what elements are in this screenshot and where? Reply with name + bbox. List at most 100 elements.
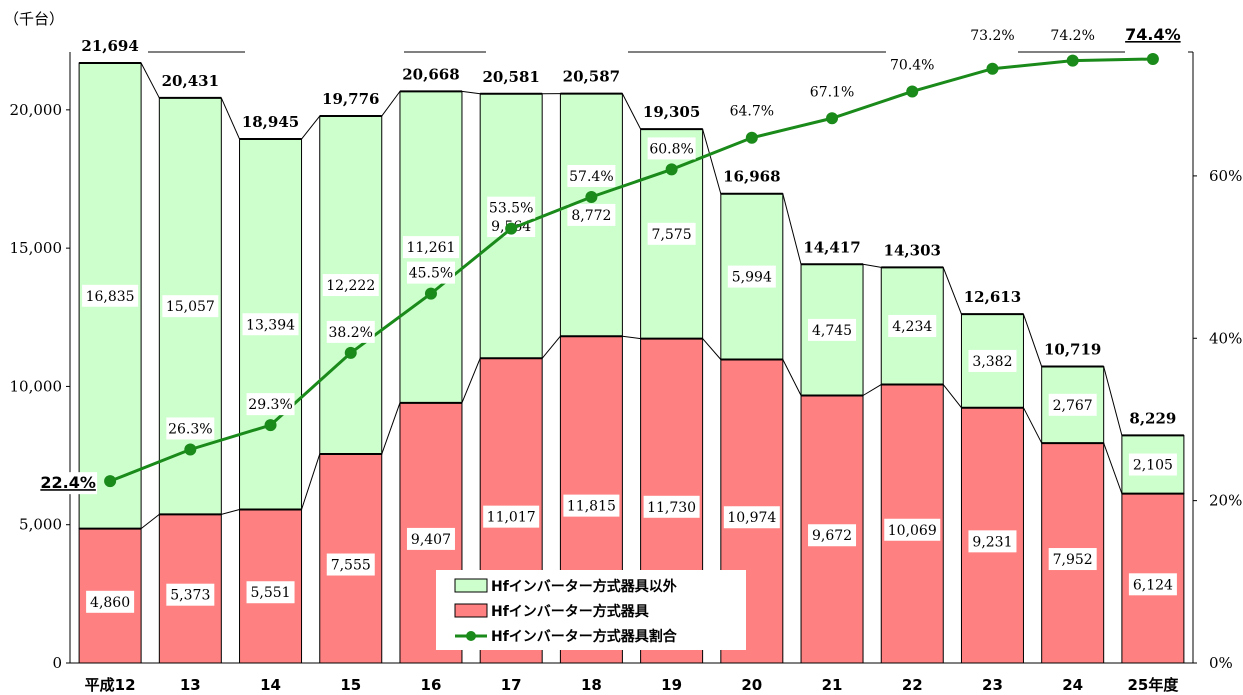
legend-swatch-inverter xyxy=(454,603,488,618)
other-value-label: 12,222 xyxy=(326,278,375,294)
inverter-value-label-box xyxy=(326,553,375,576)
x-tick-label: 25年度 xyxy=(1127,676,1179,694)
y-left-tick-label: 10,000 xyxy=(10,377,63,395)
other-value-label: 4,234 xyxy=(892,319,932,335)
ratio-marker xyxy=(264,419,277,432)
series-connector xyxy=(541,335,561,359)
series-connector xyxy=(782,359,802,396)
ratio-label-box xyxy=(1048,24,1097,46)
ratio-label-box xyxy=(1123,24,1182,46)
ratio-label-box xyxy=(727,99,776,122)
ratio-label: 74.4% xyxy=(1125,25,1181,44)
ratio-marker xyxy=(826,112,839,125)
total-connector xyxy=(862,263,882,268)
unit-label: （千台） xyxy=(4,10,64,28)
other-value-label-box xyxy=(968,349,1017,372)
y-left-tick-label: 0 xyxy=(52,654,62,672)
ratio-label: 64.7% xyxy=(730,104,774,120)
total-connector xyxy=(1103,366,1123,436)
other-value-label: 3,382 xyxy=(972,354,1012,370)
total-connector xyxy=(1022,313,1043,367)
total-label: 21,694 xyxy=(81,37,138,55)
ratio-marker xyxy=(585,191,598,204)
ratio-label: 45.5% xyxy=(409,266,453,282)
inverter-value-label-box xyxy=(86,590,135,613)
total-connector xyxy=(621,93,642,130)
ratio-marker xyxy=(1146,53,1159,65)
y-left-tick-label: 5,000 xyxy=(19,516,62,534)
ratio-label: 53.5% xyxy=(489,201,533,217)
x-tick-label: 24 xyxy=(1062,676,1083,694)
ratio-marker xyxy=(424,287,437,300)
other-value-label: 8,772 xyxy=(571,208,611,224)
y-left-tick-label: 15,000 xyxy=(10,239,63,257)
legend-label-other: Hfインバーター方式器具以外 xyxy=(491,578,677,595)
inverter-value-label-box xyxy=(246,581,295,604)
inverter-value-label: 10,974 xyxy=(727,510,776,526)
ratio-label: 67.1% xyxy=(810,84,854,100)
x-tick-label: 13 xyxy=(180,676,201,694)
other-value-label: 4,745 xyxy=(812,323,852,339)
inverter-value-label: 11,730 xyxy=(647,500,696,516)
other-value-label: 13,394 xyxy=(246,317,295,333)
inverter-value-label-box xyxy=(166,583,215,606)
inverter-value-label: 9,407 xyxy=(411,532,451,548)
ratio-label: 26.3% xyxy=(168,421,212,437)
x-tick-label: 19 xyxy=(661,676,682,694)
total-label: 8,229 xyxy=(1129,409,1176,427)
ratio-marker xyxy=(745,131,758,144)
ratio-label-box xyxy=(166,417,215,440)
inverter-value-label: 5,551 xyxy=(250,585,290,601)
other-value-label: 2,767 xyxy=(1053,398,1093,414)
inverter-value-label-box xyxy=(406,527,455,550)
other-value-label: 5,994 xyxy=(732,270,772,286)
ratio-label: 74.2% xyxy=(1050,28,1094,44)
y-right-tick-label: 0% xyxy=(1209,654,1233,672)
total-label: 19,776 xyxy=(322,90,379,108)
y-left-tick-label: 20,000 xyxy=(10,101,63,119)
ratio-marker xyxy=(104,475,117,488)
inverter-value-label-box xyxy=(808,524,857,547)
inverter-value-label: 7,555 xyxy=(331,558,371,574)
legend-box xyxy=(436,570,746,650)
ratio-label-box xyxy=(487,196,536,219)
other-value-label: 16,835 xyxy=(86,289,135,305)
x-tick-label: 20 xyxy=(741,676,762,694)
inverter-value-label-box xyxy=(483,505,540,528)
other-value-label: 7,575 xyxy=(652,227,692,243)
inverter-value-label-box xyxy=(563,494,620,517)
inverter-value-label: 7,952 xyxy=(1053,552,1093,568)
total-connector xyxy=(942,267,962,315)
legend: Hfインバーター方式器具以外 Hfインバーター方式器具 Hfインバーター方式器具… xyxy=(436,570,746,650)
other-value-label: 15,057 xyxy=(166,299,215,315)
inverter-value-label-box xyxy=(968,530,1017,553)
ratio-label: 60.8% xyxy=(649,141,693,157)
x-tick-label: 14 xyxy=(260,676,281,694)
series-connector xyxy=(1023,407,1043,444)
total-connector xyxy=(301,115,321,140)
ratio-marker xyxy=(665,163,678,176)
series-connector xyxy=(622,335,641,340)
series-connector xyxy=(1103,442,1123,494)
total-label: 19,305 xyxy=(643,103,700,121)
ratio-label-box xyxy=(647,137,696,160)
other-value-label-box xyxy=(322,274,379,297)
ratio-marker xyxy=(344,346,357,359)
series-connector xyxy=(381,402,401,455)
total-label: 18,945 xyxy=(242,113,299,131)
ratio-label-box xyxy=(888,53,937,76)
other-value-label-box xyxy=(1048,393,1097,416)
ratio-label: 73.2% xyxy=(970,28,1014,44)
inverter-value-label-box xyxy=(1128,573,1177,596)
total-connector xyxy=(140,62,160,99)
y-right-tick-label: 60% xyxy=(1209,167,1242,185)
ratio-marker xyxy=(1066,54,1079,67)
ratio-marker xyxy=(986,62,999,75)
other-value-label-box xyxy=(242,313,299,336)
ratio-label-box xyxy=(326,320,375,343)
ratio-label: 38.2% xyxy=(329,325,373,341)
total-label: 16,968 xyxy=(723,168,780,186)
x-tick-label: 15 xyxy=(340,676,361,694)
x-tick-label: 18 xyxy=(581,676,602,694)
